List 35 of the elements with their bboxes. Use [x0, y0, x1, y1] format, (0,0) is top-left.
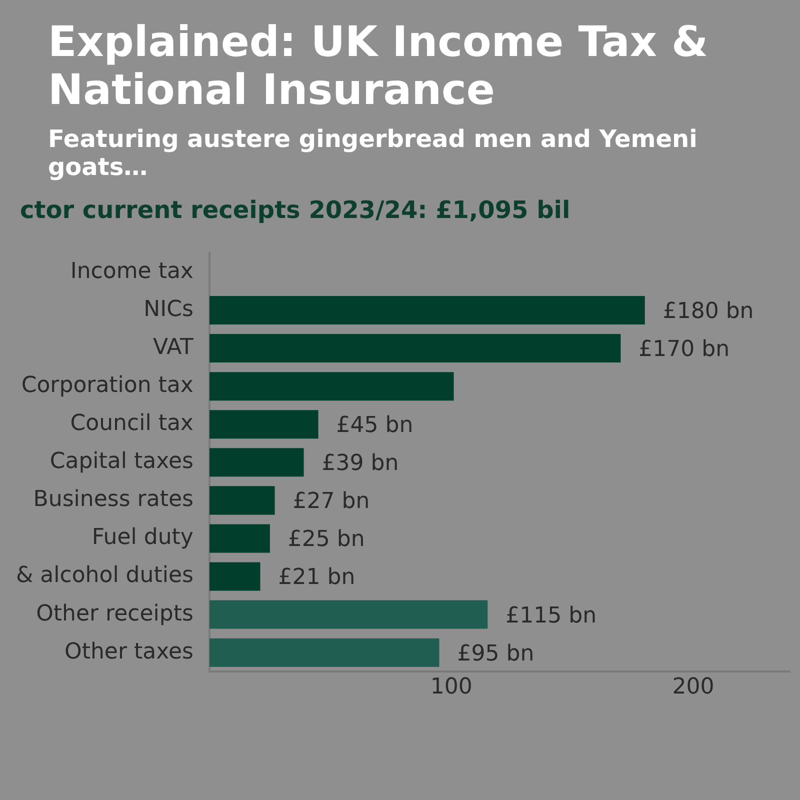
y-tick-label: Income tax — [70, 259, 194, 284]
bar — [209, 448, 304, 477]
bar — [209, 638, 440, 668]
bar — [209, 334, 621, 363]
bar — [209, 372, 454, 401]
bar — [209, 562, 260, 591]
bar — [209, 600, 488, 629]
y-tick-label: VAT — [153, 335, 194, 360]
data-label: £39 bn — [322, 451, 399, 476]
x-tick-label: 100 — [430, 674, 472, 700]
bar — [209, 296, 645, 325]
y-tick-label: NICs — [144, 297, 194, 322]
y-tick-label: Capital taxes — [50, 449, 194, 474]
y-tick-label: Council tax — [70, 411, 194, 436]
y-tick-label: Fuel duty — [92, 525, 194, 550]
y-tick-label: Business rates — [33, 487, 194, 512]
data-label: £170 bn — [638, 337, 730, 362]
text: ctor current receipts 2023/24: £1,095 bil — [20, 196, 572, 224]
bar — [209, 410, 318, 439]
chart-title: Explained: UK Income Tax & National Insurance — [48, 17, 710, 115]
chart-subtitle: Featuring austere gingerbread men and Yemeni goats… — [48, 124, 698, 182]
data-label: £25 bn — [288, 527, 365, 552]
bar — [209, 486, 275, 515]
data-label: £95 bn — [457, 641, 534, 666]
y-tick-label: Other receipts — [36, 601, 194, 626]
data-label: £115 bn — [506, 603, 597, 628]
data-label: £27 bn — [292, 489, 370, 514]
y-tick-label: & alcohol duties — [16, 563, 194, 588]
y-tick-label: Other taxes — [64, 639, 194, 664]
data-label: £180 bn — [662, 299, 754, 324]
y-tick-label: Corporation tax — [21, 373, 194, 398]
x-tick-label: 200 — [672, 674, 714, 700]
bar — [209, 524, 270, 553]
data-label: £45 bn — [336, 413, 414, 438]
data-label: £21 bn — [278, 565, 356, 590]
